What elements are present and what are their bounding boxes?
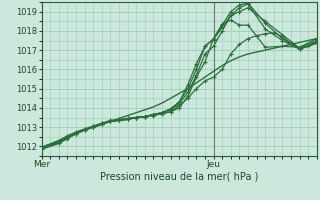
X-axis label: Pression niveau de la mer( hPa ): Pression niveau de la mer( hPa ) — [100, 172, 258, 182]
